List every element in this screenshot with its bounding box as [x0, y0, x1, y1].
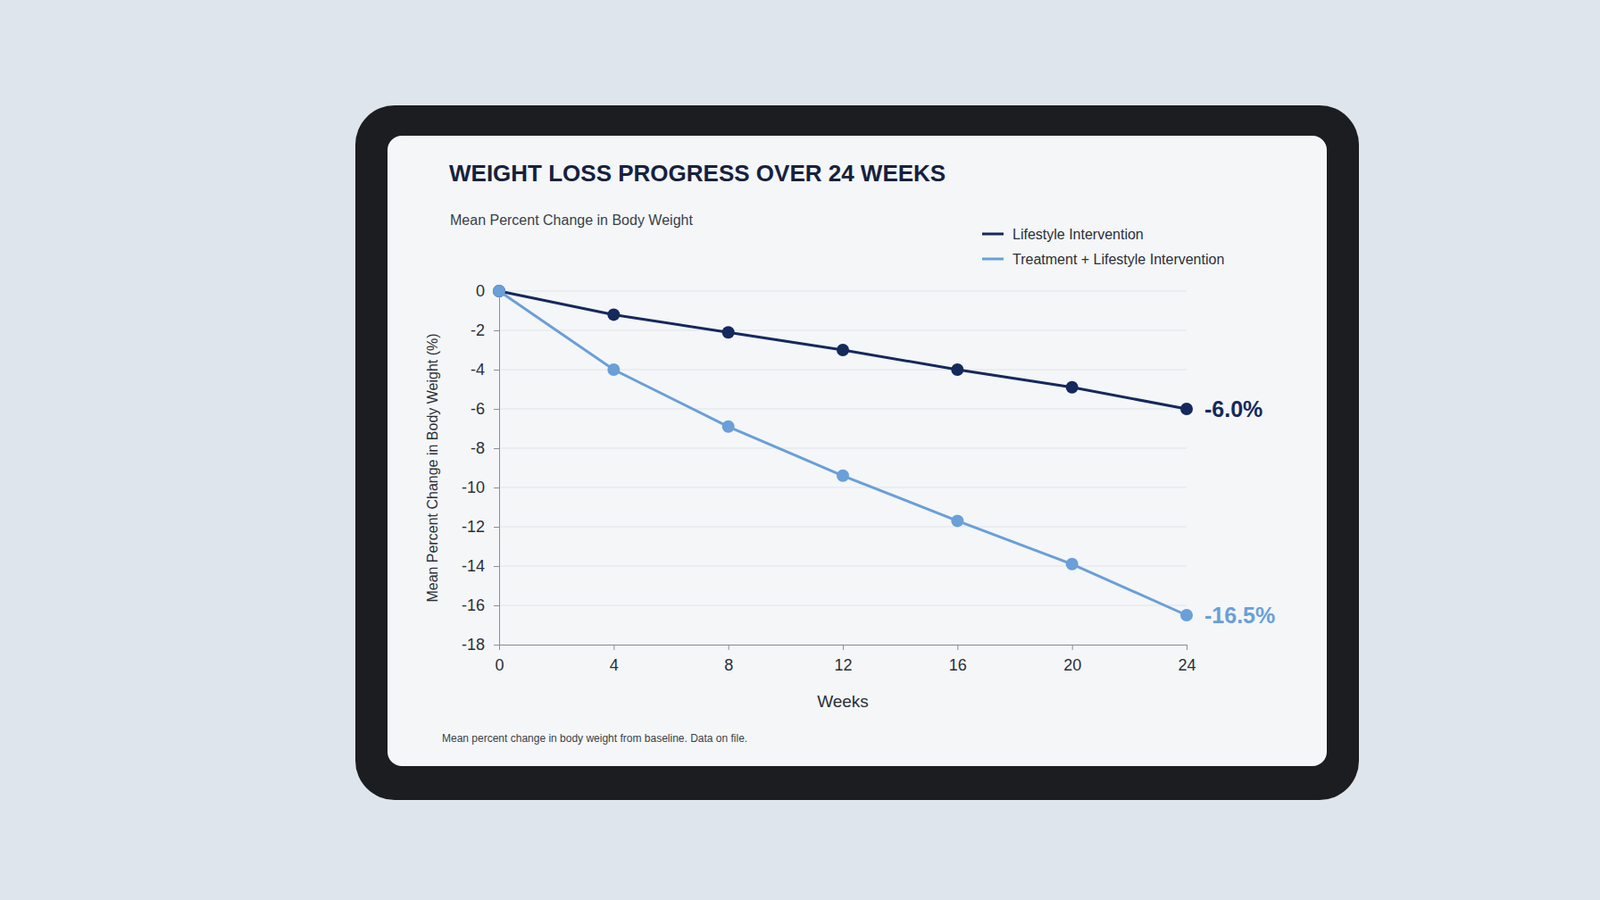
series-line	[499, 291, 1187, 616]
tick-mark	[957, 644, 959, 650]
tick: -4	[470, 360, 500, 379]
tick-mark	[1072, 644, 1074, 650]
data-labels: -6.0% -16.5%	[1204, 396, 1275, 628]
grid-line	[499, 369, 1187, 371]
tick-label: 0	[494, 656, 504, 675]
tick-mark	[613, 644, 615, 650]
tablet-bezel	[355, 105, 1359, 800]
series-line	[499, 291, 1187, 409]
data-point	[607, 363, 620, 376]
chart-subtitle: Mean Percent Change in Body Weight	[450, 212, 693, 228]
data-label: -6.0%	[1204, 396, 1263, 422]
tick-label: 0	[475, 282, 485, 300]
tick-mark	[493, 408, 500, 410]
tick-label: -10	[461, 478, 485, 497]
grid-line	[499, 566, 1187, 567]
tick-mark	[493, 605, 500, 607]
tick: -10	[461, 478, 500, 497]
tick-mark	[1186, 644, 1188, 650]
tick-mark	[493, 526, 500, 528]
legend-swatch	[982, 233, 1004, 236]
tick: -12	[461, 517, 500, 536]
legend-entry: Lifestyle Intervention	[1012, 226, 1144, 242]
tick-label: 24	[1177, 656, 1196, 675]
legend-swatch	[982, 258, 1004, 261]
x-axis-title: Weeks	[816, 691, 869, 711]
tick-label: 16	[949, 656, 967, 675]
axis-line	[500, 645, 1188, 651]
tick-label: -14	[461, 557, 485, 575]
tick-mark	[728, 644, 730, 650]
tick: 20	[1063, 644, 1082, 675]
tick-label: -8	[470, 439, 485, 458]
tick-label: -6	[470, 400, 485, 418]
x-axis: 0 4 8 12 16 20 24	[494, 644, 1196, 675]
data-point	[1180, 608, 1193, 622]
legend: Lifestyle Intervention Treatment + Lifest…	[982, 226, 1225, 267]
grid-line	[499, 526, 1187, 528]
tick-mark	[493, 487, 500, 489]
tick-label: -16	[461, 596, 485, 615]
grid	[499, 291, 1187, 645]
y-axis-title: Mean Percent Change in Body Weight (%)	[425, 333, 441, 602]
grid-line	[499, 605, 1187, 607]
data-point	[722, 325, 735, 339]
data-point	[950, 363, 964, 376]
chart-title: WEIGHT LOSS PROGRESS OVER 24 WEEKS	[449, 159, 946, 187]
footnote: Mean percent change in body weight from …	[441, 732, 748, 745]
tablet-screen	[387, 135, 1327, 767]
grid-line	[499, 291, 1187, 292]
tick-mark	[493, 566, 500, 567]
grid-line	[499, 408, 1187, 410]
background	[0, 0, 1600, 900]
data-point	[950, 514, 964, 527]
page: WEIGHT LOSS PROGRESS OVER 24 WEEKS Mean P…	[0, 0, 1600, 900]
data-point	[1066, 381, 1079, 394]
tick: 0	[494, 644, 504, 675]
tick: 16	[949, 644, 967, 675]
axis-line	[493, 291, 500, 646]
data-point	[722, 420, 735, 434]
tick-label: -2	[470, 321, 485, 340]
data-point	[1180, 402, 1193, 416]
grid-line	[499, 487, 1187, 489]
tick: 12	[833, 644, 852, 675]
data-point	[1066, 558, 1079, 571]
grid-line	[499, 448, 1187, 450]
tick-label: 4	[609, 656, 619, 675]
tick-label: 12	[833, 656, 852, 675]
plot-marks	[492, 284, 1193, 622]
tick: 4	[609, 644, 619, 675]
tick: -8	[470, 439, 500, 458]
tick: -14	[461, 557, 500, 575]
tick: -2	[470, 321, 500, 340]
tick: -16	[461, 596, 500, 615]
data-point	[836, 343, 850, 357]
data-point	[492, 284, 506, 298]
tick-mark	[493, 644, 500, 646]
tick-mark	[493, 448, 500, 450]
y-axis: 0 -2 -4 -6 -8 -10 -12 -14 -16 -18	[461, 282, 500, 654]
tick: -18	[461, 635, 500, 654]
tick: -6	[470, 400, 500, 418]
grid-line	[499, 330, 1187, 332]
tick-label: -12	[461, 517, 485, 536]
data-point	[492, 284, 506, 298]
tick-mark	[493, 369, 500, 371]
data-point	[607, 308, 620, 321]
data-label: -16.5%	[1204, 602, 1275, 628]
tick-mark	[842, 644, 844, 650]
data-point	[836, 469, 850, 483]
tick-mark	[499, 644, 500, 650]
tick: 8	[724, 644, 734, 675]
tick-label: 20	[1063, 656, 1082, 675]
legend-entry: Treatment + Lifestyle Intervention	[1012, 251, 1225, 267]
tick-label: 8	[724, 656, 734, 675]
tick-label: -18	[461, 635, 485, 654]
tick: 24	[1177, 644, 1196, 675]
tick-label: -4	[470, 360, 485, 379]
tick-mark	[493, 330, 500, 332]
